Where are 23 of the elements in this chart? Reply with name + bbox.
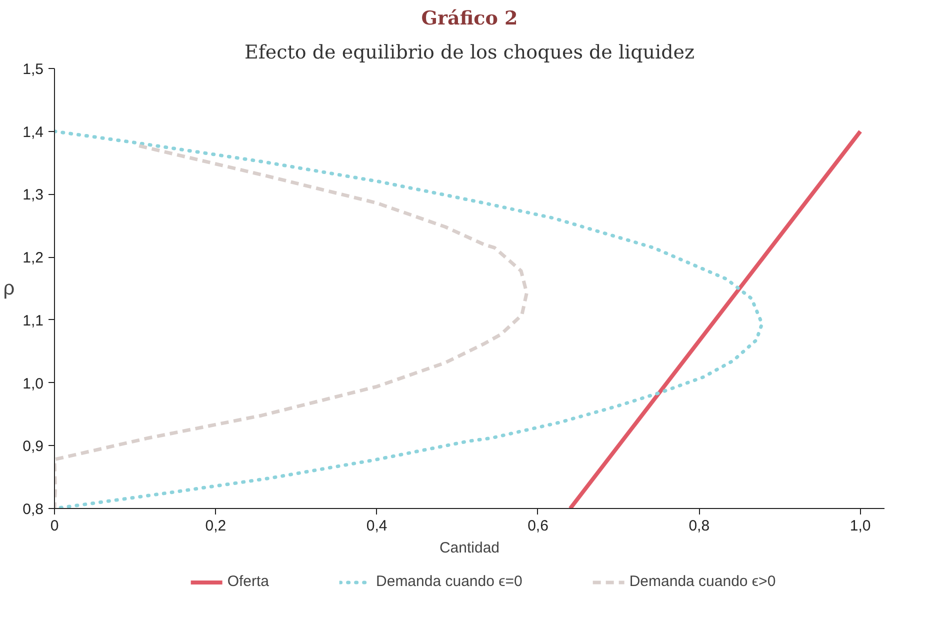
y-tick-label: 1,1 <box>22 312 44 330</box>
chart-subtitle: Efecto de equilibrio de los choques de liquidez <box>244 42 695 64</box>
x-axis-title: Cantidad <box>439 540 500 556</box>
x-tick-label: 0,2 <box>205 518 226 534</box>
legend-label: Demanda cuando ϵ=0 <box>376 573 522 590</box>
y-tick-label: 1,0 <box>22 375 44 392</box>
x-tick-label: 0,8 <box>688 518 710 534</box>
x-tick-label: 1,0 <box>850 518 871 534</box>
legend-label: Oferta <box>227 573 270 590</box>
y-tick-label: 0,8 <box>22 501 44 518</box>
legend-label: Demanda cuando ϵ>0 <box>629 573 776 590</box>
y-tick-label: 1,3 <box>22 186 44 204</box>
line-series <box>54 130 764 508</box>
line-series <box>54 144 528 508</box>
x-tick-label: 0 <box>50 518 59 534</box>
y-tick-label: 1,2 <box>22 250 44 267</box>
y-tick-label: 1,5 <box>22 61 44 78</box>
y-tick-label: 0,9 <box>22 438 44 456</box>
y-axis-title: ρ <box>3 278 15 300</box>
x-tick-label: 0,4 <box>366 518 388 534</box>
y-tick-label: 1,4 <box>22 124 44 141</box>
x-tick-label: 0,6 <box>528 518 548 534</box>
chart-title: Gráfico 2 <box>421 8 518 30</box>
